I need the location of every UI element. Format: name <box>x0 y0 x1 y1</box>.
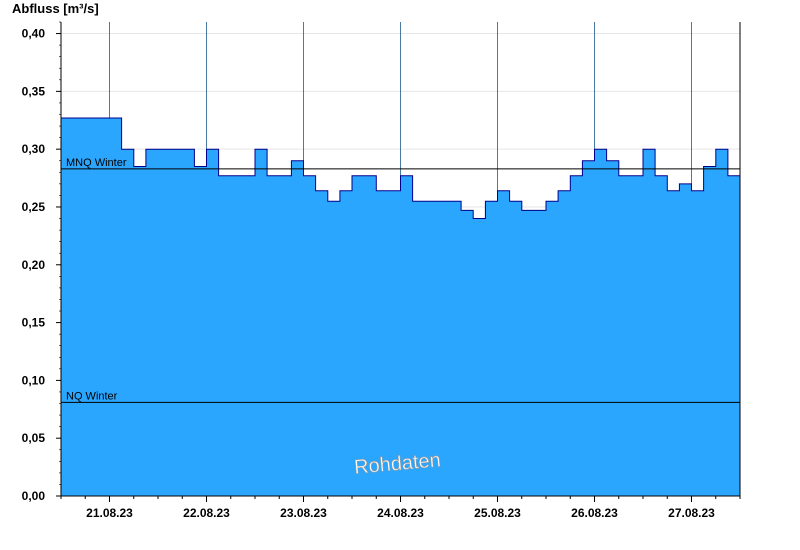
reference-lines: MNQ Winter NQ Winter <box>61 157 740 403</box>
y-tick-label: 0,15 <box>22 316 46 330</box>
reference-line-label: NQ Winter <box>66 390 118 402</box>
x-tick-label: 24.08.23 <box>377 506 424 520</box>
y-tick-label: 0,40 <box>22 27 46 41</box>
series-area <box>61 118 740 496</box>
x-tick-label: 23.08.23 <box>280 506 327 520</box>
x-tick-label: 25.08.23 <box>474 506 521 520</box>
y-tick-label: 0,10 <box>22 373 46 387</box>
y-tick-label: 0,25 <box>22 200 46 214</box>
y-tick-label: 0,30 <box>22 142 46 156</box>
y-tick-label: 0,00 <box>22 489 46 503</box>
y-tick-label: 0,35 <box>22 84 46 98</box>
y-tick-label: 0,20 <box>22 258 46 272</box>
x-tick-label: 22.08.23 <box>183 506 230 520</box>
x-tick-label: 21.08.23 <box>86 506 133 520</box>
y-axis-label: Abfluss [m³/s] <box>12 1 99 16</box>
series-line <box>61 117 741 219</box>
series-layer <box>61 117 741 496</box>
reference-line-label: MNQ Winter <box>66 157 127 169</box>
y-tick-label: 0,05 <box>22 431 46 445</box>
x-tick-label: 26.08.23 <box>571 506 618 520</box>
axes-layer: 21.08.23 22.08.23 23.08.23 24.08.23 25.08.23… <box>22 21 741 520</box>
x-tick-label: 27.08.23 <box>668 506 715 520</box>
